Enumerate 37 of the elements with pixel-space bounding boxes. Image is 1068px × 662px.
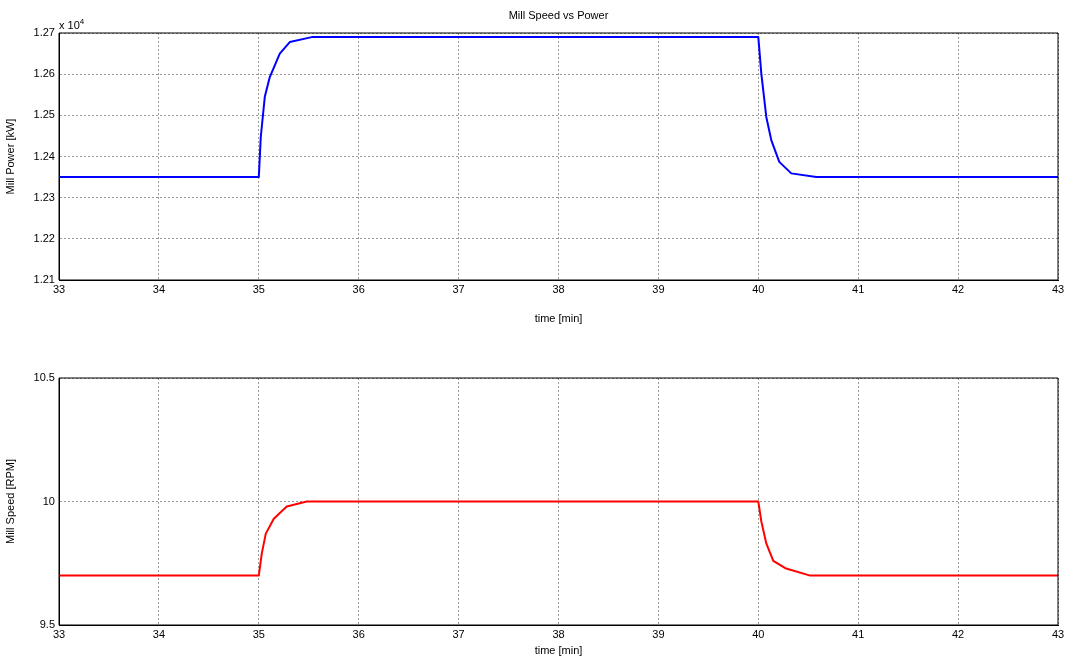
x-tick-label: 38 <box>552 282 565 295</box>
y-tick-label: 10 <box>42 494 55 507</box>
x-tick-label: 35 <box>252 282 265 295</box>
y-tick-label: 1.23 <box>33 190 55 203</box>
x-tick-label: 34 <box>152 627 166 640</box>
x-tick-label: 33 <box>52 627 66 640</box>
x-tick-label: 39 <box>652 627 665 640</box>
y-axis-title: Mill Speed [RPM] <box>3 459 16 544</box>
y-tick-label: 10.5 <box>33 371 55 384</box>
chart-title: Mill Speed vs Power <box>508 9 609 21</box>
x-tick-label: 38 <box>552 627 565 640</box>
x-tick-label: 40 <box>752 282 765 295</box>
x-tick-label: 37 <box>452 627 465 640</box>
y-tick-label: 9.5 <box>39 618 55 631</box>
y-axis-title: Mill Power [kW] <box>3 118 16 195</box>
x-tick-label: 41 <box>852 627 865 640</box>
x-tick-label: 43 <box>1051 282 1065 295</box>
x-tick-label: 42 <box>951 627 965 640</box>
y-tick-label: 1.26 <box>33 67 55 80</box>
x-tick-label: 33 <box>52 282 66 295</box>
x-axis-title: time [min] <box>534 644 583 657</box>
x-tick-label: 43 <box>1051 627 1065 640</box>
y-tick-label: 1.27 <box>33 26 55 39</box>
y-tick-label: 1.25 <box>33 108 55 121</box>
x-tick-label: 36 <box>352 627 365 640</box>
y-tick-label: 1.24 <box>33 149 55 162</box>
x-tick-label: 37 <box>452 282 465 295</box>
y-tick-label: 1.21 <box>33 273 55 286</box>
x-axis-title: time [min] <box>534 312 583 325</box>
x-tick-label: 40 <box>752 627 765 640</box>
y-tick-label: 1.22 <box>33 231 55 244</box>
x-tick-label: 42 <box>951 282 965 295</box>
x-tick-label: 36 <box>352 282 365 295</box>
x-tick-label: 41 <box>852 282 865 295</box>
x-tick-label: 34 <box>152 282 166 295</box>
x-tick-label: 35 <box>252 627 265 640</box>
x-tick-label: 39 <box>652 282 665 295</box>
